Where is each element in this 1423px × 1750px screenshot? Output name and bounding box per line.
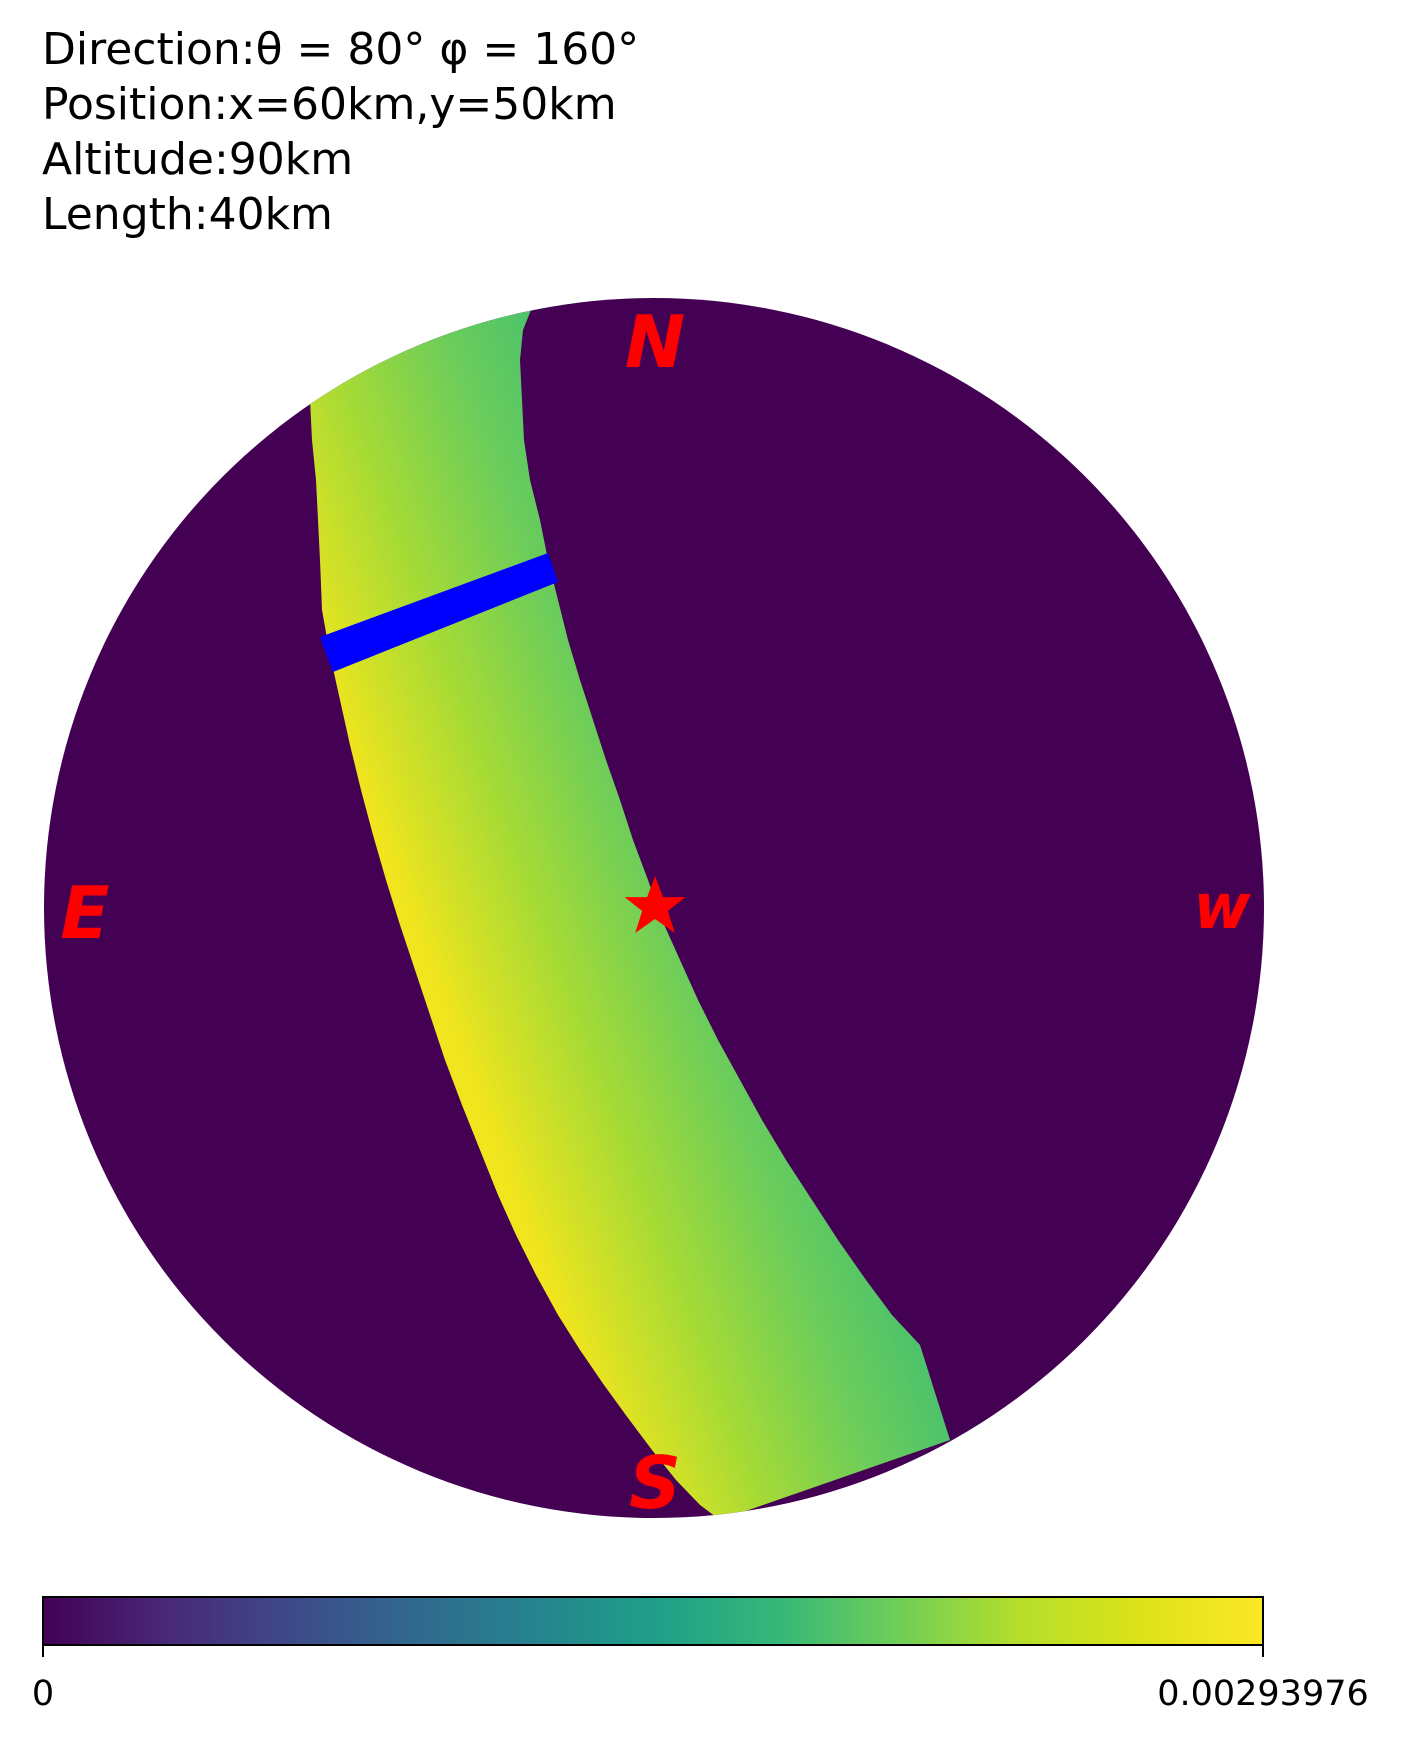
colorbar (42, 1596, 1264, 1646)
compass-north: N (625, 300, 685, 384)
compass-east: E (60, 871, 109, 955)
position-text: Position:x=60km,y=50km (42, 79, 617, 130)
station-star-icon (624, 876, 686, 933)
info-block: Direction:θ = 80° φ = 160° Position:x=60… (42, 22, 639, 242)
direction-text: Direction:θ = 80° φ = 160° (42, 24, 640, 75)
length-text: Length:40km (42, 189, 333, 240)
segment-bar (320, 553, 558, 672)
colorbar-min-label: 0 (32, 1674, 54, 1714)
compass-west: w (1193, 870, 1251, 943)
colorbar-max-label: 0.00293976 (1157, 1674, 1369, 1714)
altitude-text: Altitude:90km (42, 134, 354, 185)
compass-south: S (629, 1441, 681, 1525)
